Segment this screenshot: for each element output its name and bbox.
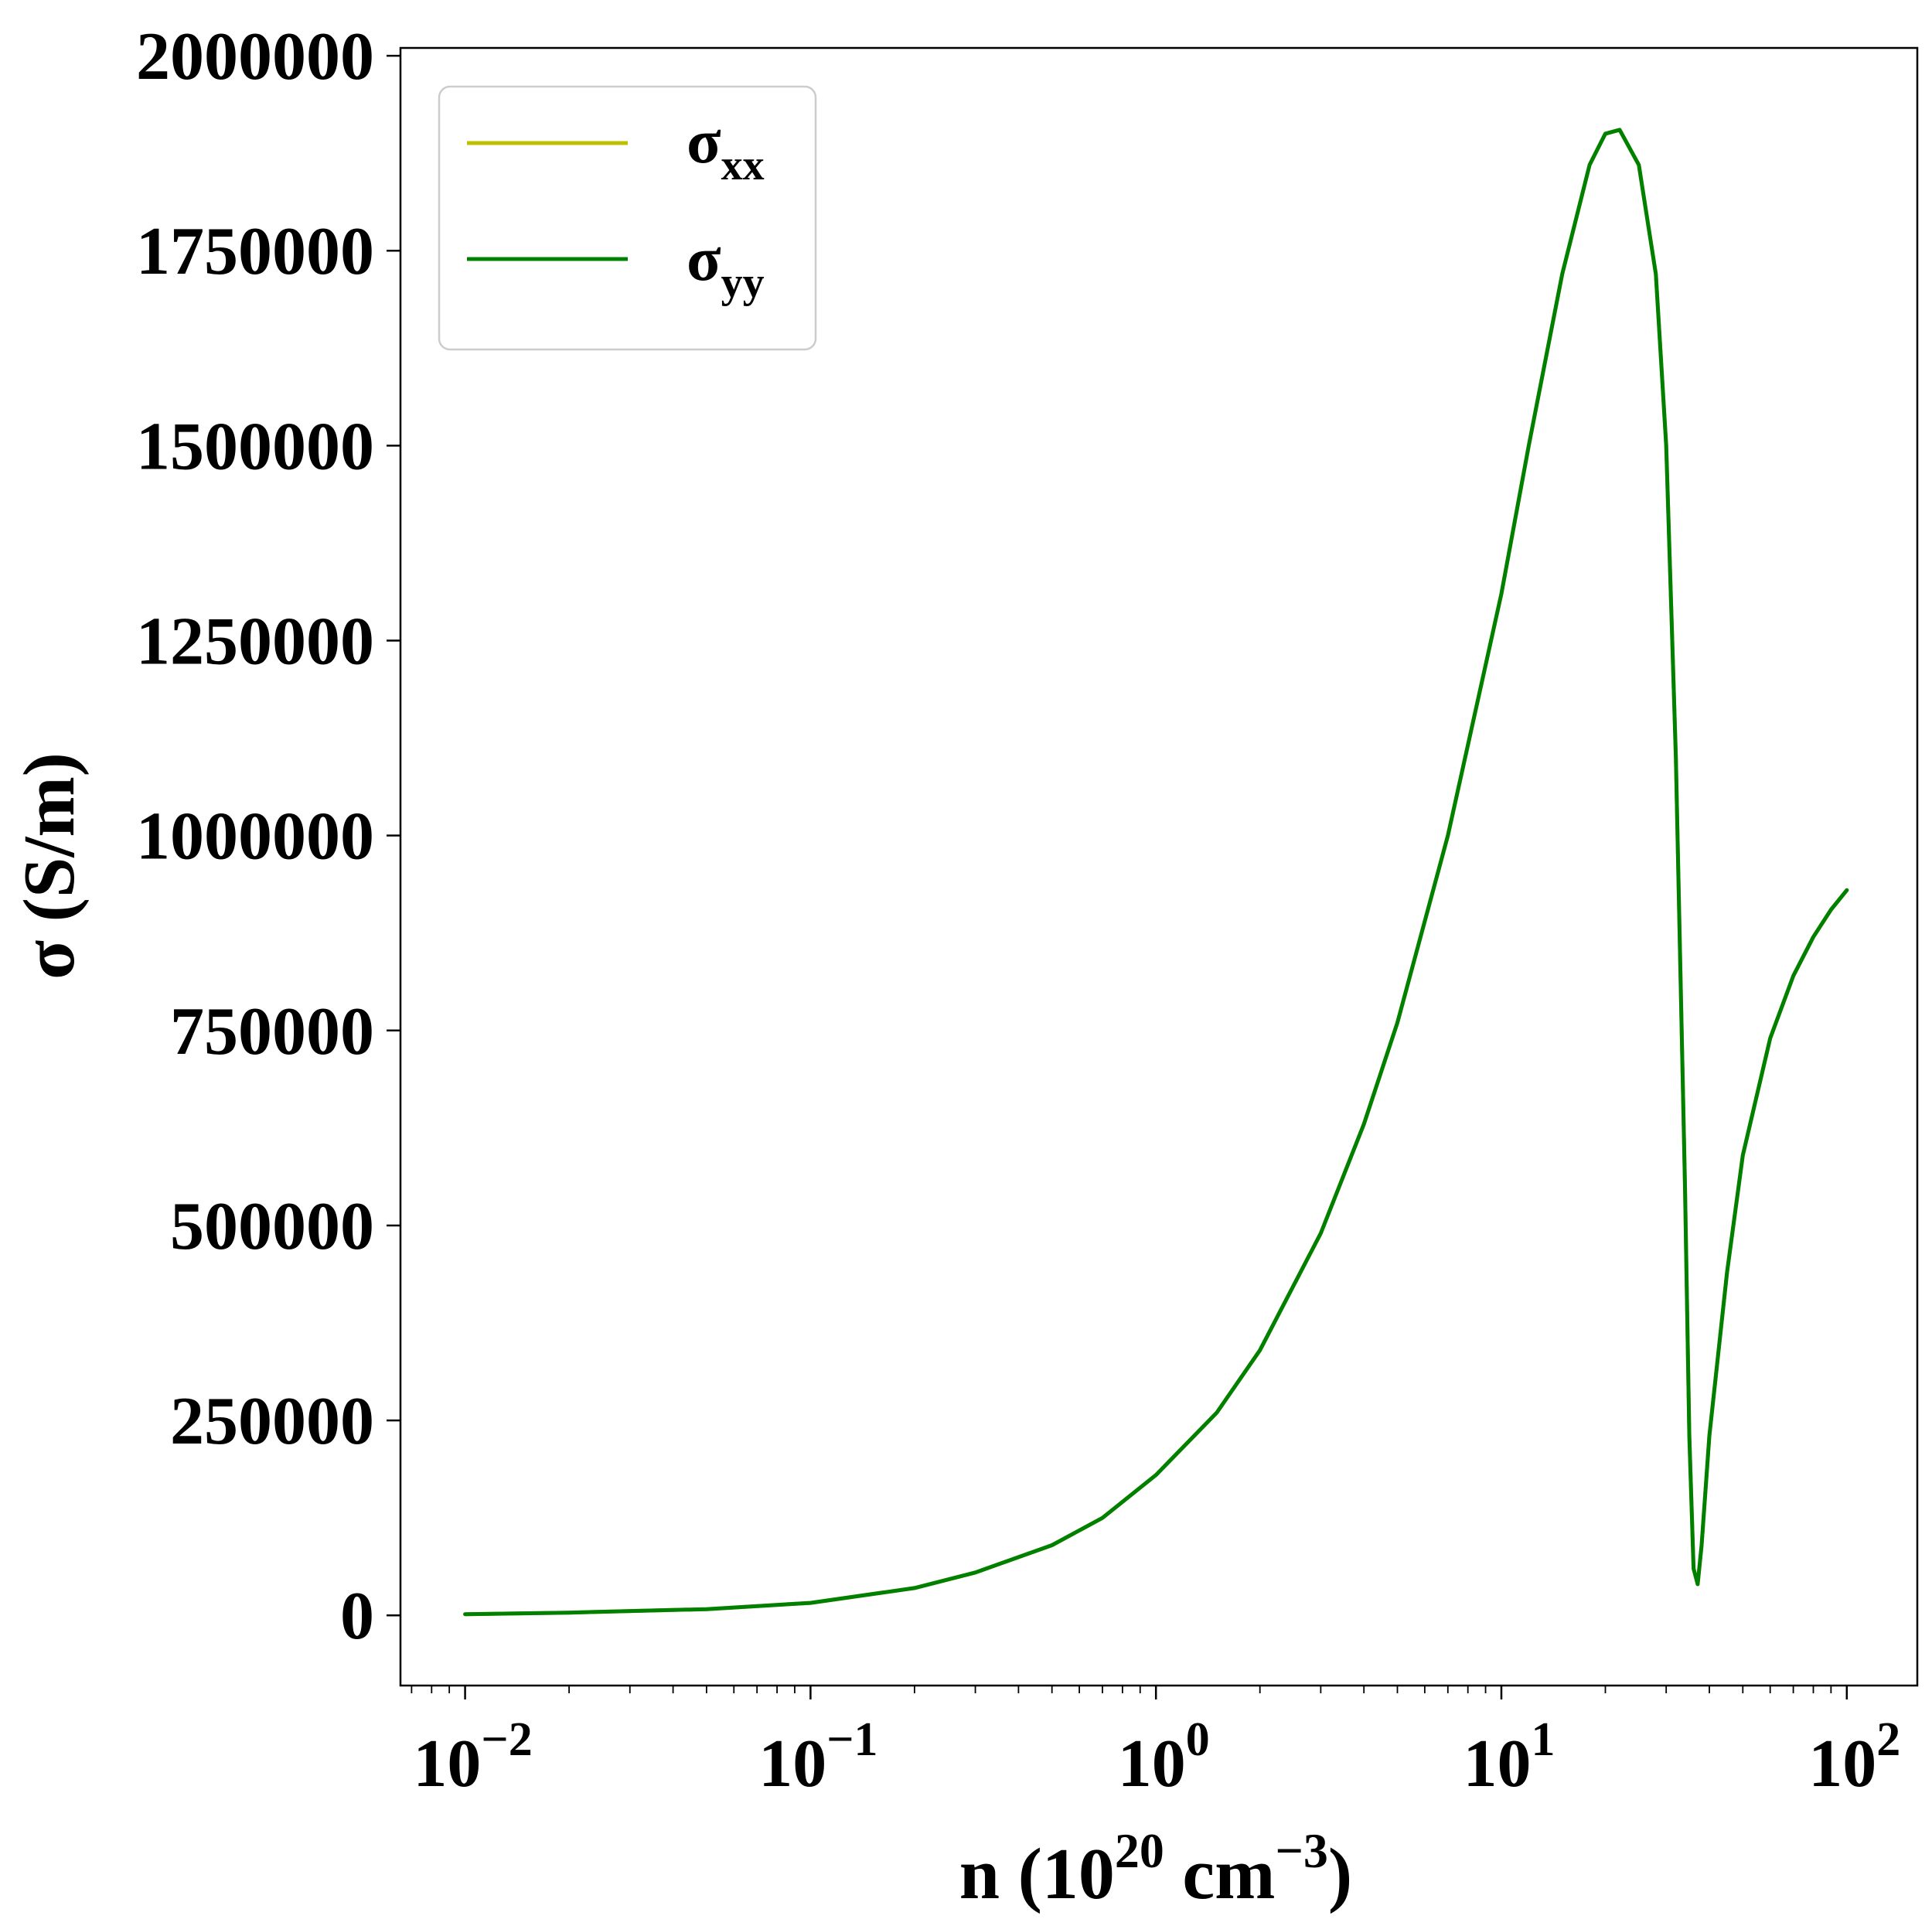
x-tick-label: 101 xyxy=(1463,1713,1555,1802)
legend: σxx σyy xyxy=(438,85,817,351)
y-tick-label: 2000000 xyxy=(136,19,374,94)
legend-label-sigma-xx-sub: xx xyxy=(721,141,765,189)
x-axis-label-exp1: 20 xyxy=(1115,1823,1164,1878)
x-tick-label: 102 xyxy=(1808,1713,1900,1802)
y-tick-label: 1750000 xyxy=(136,214,374,289)
axes-frame xyxy=(399,46,1919,1687)
x-tick-label-exp: 0 xyxy=(1186,1713,1210,1766)
x-tick-label-base: 10 xyxy=(758,1727,826,1802)
x-tick-label-exp: −2 xyxy=(481,1713,532,1766)
x-tick-label: 100 xyxy=(1118,1713,1210,1802)
y-axis-label: σ (S/m) xyxy=(9,752,90,980)
x-tick-label: 10−1 xyxy=(758,1713,877,1802)
y-tick-label: 250000 xyxy=(170,1384,374,1459)
x-tick-label-base: 10 xyxy=(1118,1727,1186,1802)
x-axis-label-exp2: −3 xyxy=(1275,1823,1327,1878)
x-tick-label-base: 10 xyxy=(1808,1727,1876,1802)
legend-label-sigma-yy-sub: yy xyxy=(721,259,765,307)
y-tick-label: 500000 xyxy=(170,1189,374,1264)
x-tick-label: 10−2 xyxy=(413,1713,532,1802)
y-tick-label: 1000000 xyxy=(136,799,374,874)
series-line-yy xyxy=(463,128,1849,1617)
x-tick-label-base: 10 xyxy=(413,1727,481,1802)
y-tick-label: 1500000 xyxy=(136,409,374,484)
x-axis-label-main: n (10 xyxy=(959,1834,1115,1914)
y-tick-label: 0 xyxy=(340,1579,374,1654)
x-axis-label: n (1020 cm−3) xyxy=(959,1823,1352,1914)
legend-box xyxy=(438,85,817,351)
x-tick-label-exp: 2 xyxy=(1876,1713,1900,1766)
legend-label-sigma-xx: σxx xyxy=(687,106,765,189)
y-tick-label: 1250000 xyxy=(136,605,374,680)
x-axis-label-end: ) xyxy=(1328,1834,1352,1914)
legend-label-sigma-yy-main: σ xyxy=(687,223,721,294)
x-tick-label-exp: 1 xyxy=(1531,1713,1555,1766)
x-axis-label-mid: cm xyxy=(1164,1834,1276,1914)
y-axis: 0 250000 500000 750000 1000000 1250000 1500000… xyxy=(136,19,400,1654)
x-tick-label-base: 10 xyxy=(1463,1727,1531,1802)
legend-label-sigma-yy: σyy xyxy=(687,223,765,307)
y-tick-label: 750000 xyxy=(170,994,374,1069)
x-axis: 10−2 10−1 100 101 102 xyxy=(411,1686,1900,1802)
legend-label-sigma-xx-main: σ xyxy=(687,106,721,176)
x-tick-label-exp: −1 xyxy=(826,1713,877,1766)
series-layer xyxy=(463,128,1849,1617)
